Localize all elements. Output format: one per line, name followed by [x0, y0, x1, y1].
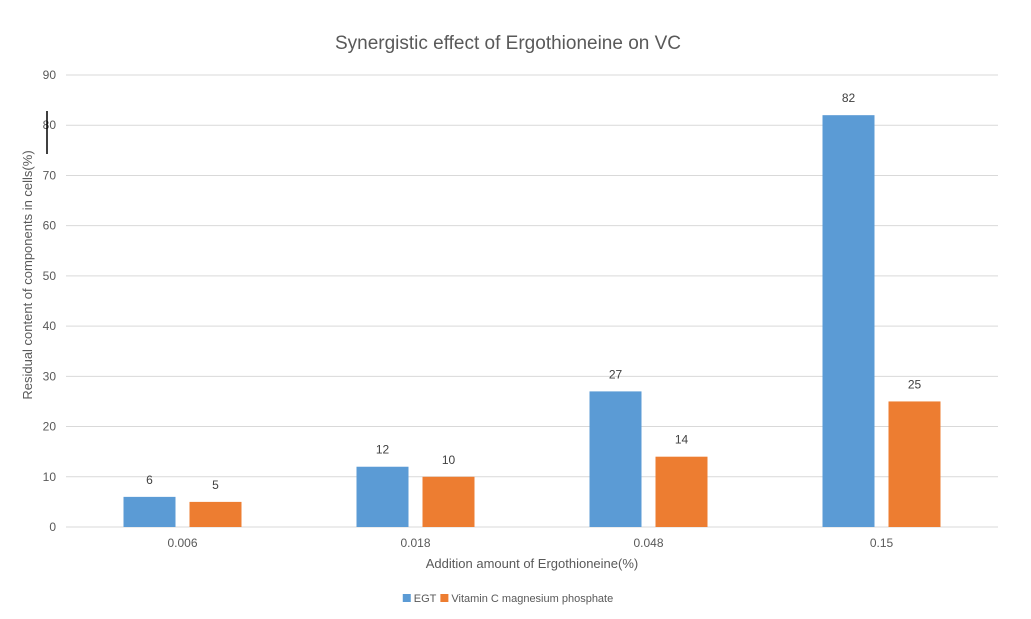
x-axis-ticks: 0.006 0.018 0.048 0.15	[167, 536, 893, 550]
y-tick-label: 90	[43, 68, 57, 82]
y-tick-label: 20	[43, 420, 57, 434]
data-label: 14	[675, 433, 689, 447]
data-label: 82	[842, 91, 856, 105]
y-tick-label: 0	[49, 520, 56, 534]
x-tick-label: 0.006	[167, 536, 197, 550]
bar-vitamin-c-0.048	[655, 456, 708, 527]
x-tick-label: 0.048	[633, 536, 663, 550]
data-label: 5	[212, 478, 219, 492]
data-label: 27	[609, 367, 623, 381]
data-label: 12	[376, 443, 390, 457]
legend-label: Vitamin C magnesium phosphate	[451, 593, 613, 605]
bars	[123, 115, 941, 527]
data-labels: 6 5 12 10 27 14 82 25	[146, 91, 921, 492]
bar-egt-0.006	[123, 496, 176, 527]
bar-egt-0.018	[356, 466, 409, 527]
bar-egt-0.048	[589, 391, 642, 527]
y-tick-label: 30	[43, 369, 57, 383]
y-tick-label: 80	[43, 118, 57, 132]
y-tick-label: 50	[43, 269, 57, 283]
y-tick-label: 60	[43, 219, 57, 233]
data-label: 10	[442, 453, 456, 467]
chart-title: Synergistic effect of Ergothioneine on V…	[335, 33, 681, 54]
bar-egt-0.15	[822, 115, 875, 527]
legend-swatch	[440, 594, 449, 602]
y-tick-label: 70	[43, 168, 57, 182]
legend-swatch	[402, 594, 411, 602]
bar-vitamin-c-0.006	[189, 501, 242, 527]
y-tick-label: 10	[43, 470, 57, 484]
legend: EGT Vitamin C magnesium phosphate	[402, 593, 613, 605]
x-axis-title: Addition amount of Ergothioneine(%)	[426, 556, 638, 571]
data-label: 6	[146, 473, 153, 487]
legend-item-egt: EGT	[402, 593, 437, 605]
gridlines	[66, 74, 998, 528]
bar-vitamin-c-0.15	[888, 401, 941, 527]
bar-vitamin-c-0.018	[422, 476, 475, 527]
data-label: 25	[908, 377, 922, 391]
y-axis-ticks: 0 10 20 30 40 50 60 70 80 90	[43, 68, 57, 534]
x-tick-label: 0.15	[870, 536, 894, 550]
y-axis-title: Residual content of components in cells(…	[20, 150, 35, 399]
y-tick-label: 40	[43, 319, 57, 333]
legend-item-vitamin-c: Vitamin C magnesium phosphate	[440, 593, 613, 605]
x-tick-label: 0.018	[400, 536, 430, 550]
legend-label: EGT	[414, 593, 437, 605]
